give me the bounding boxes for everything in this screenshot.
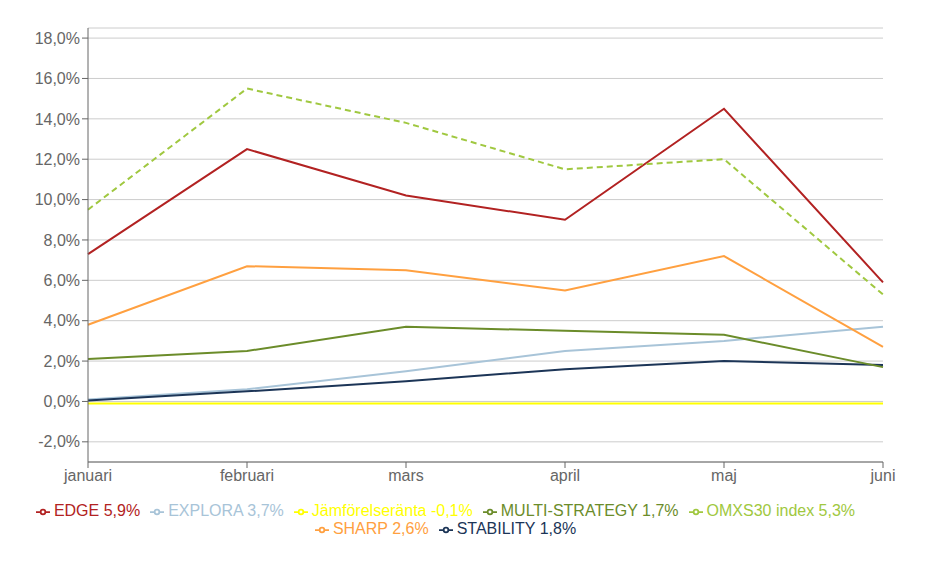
svg-text:6,0%: 6,0%	[44, 272, 80, 289]
svg-text:10,0%: 10,0%	[35, 191, 80, 208]
svg-text:0,0%: 0,0%	[44, 393, 80, 410]
svg-text:-2,0%: -2,0%	[38, 433, 80, 450]
html-text:Jämförelseränta -0,1%: Jämförelseränta -0,1%	[311, 502, 473, 519]
svg-text:2,0%: 2,0%	[44, 353, 80, 370]
svg-text:januari: januari	[63, 467, 112, 484]
svg-text:maj: maj	[711, 467, 737, 484]
svg-text:april: april	[550, 467, 580, 484]
svg-text:mars: mars	[388, 467, 424, 484]
svg-text:juni: juni	[870, 467, 896, 484]
html-text:OMXS30 index 5,3%: OMXS30 index 5,3%	[706, 502, 856, 519]
html-text:EXPLORA 3,7%: EXPLORA 3,7%	[168, 502, 284, 519]
svg-text:14,0%: 14,0%	[35, 111, 80, 128]
html-text:EDGE 5,9%: EDGE 5,9%	[53, 502, 141, 519]
html-text:SHARP 2,6%: SHARP 2,6%	[332, 520, 429, 537]
svg-text:12,0%: 12,0%	[35, 151, 80, 168]
svg-text:8,0%: 8,0%	[44, 232, 80, 249]
svg-text:18,0%: 18,0%	[35, 30, 80, 47]
svg-text:februari: februari	[220, 467, 274, 484]
svg-text:16,0%: 16,0%	[35, 70, 80, 87]
html-text:MULTI-STRATEGY 1,7%: MULTI-STRATEGY 1,7%	[500, 502, 679, 519]
html-text:STABILITY 1,8%: STABILITY 1,8%	[456, 520, 577, 537]
svg-text:4,0%: 4,0%	[44, 312, 80, 329]
